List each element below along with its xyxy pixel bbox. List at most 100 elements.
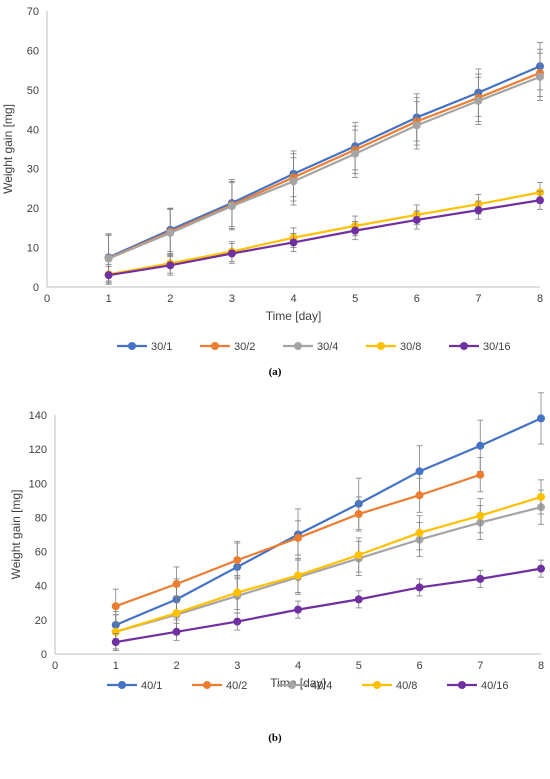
legend-label: 40/2 (226, 680, 247, 692)
data-point (289, 177, 298, 186)
series-line (108, 191, 541, 276)
x-tick-label: 2 (173, 660, 179, 672)
legend-marker (294, 342, 302, 350)
x-tick-label: 8 (537, 293, 543, 305)
data-point (111, 602, 120, 611)
legend-label: 40/8 (396, 680, 417, 692)
y-tick-label: 0 (33, 282, 39, 294)
legend: 40/1 40/2 40/4 40/8 40/16 (107, 680, 509, 692)
data-point (412, 121, 421, 130)
data-point (166, 261, 175, 270)
legend-label: 40/4 (311, 680, 332, 692)
series-line (108, 75, 541, 260)
data-point (233, 617, 242, 626)
x-tick-label: 0 (52, 660, 58, 672)
series-40/16 (111, 559, 545, 651)
series-30/4 (104, 52, 544, 283)
data-point (172, 580, 181, 589)
legend-marker (211, 342, 219, 350)
data-point (111, 638, 120, 647)
data-point (351, 149, 360, 158)
data-point (104, 271, 113, 280)
legend-label: 30/16 (483, 341, 511, 353)
y-tick-label: 80 (35, 512, 47, 524)
data-point (415, 491, 424, 500)
legend-marker (118, 681, 126, 689)
data-point (537, 414, 545, 423)
y-tick-label: 60 (27, 45, 39, 57)
data-point (354, 595, 363, 604)
x-axis-title: Time [day] (270, 676, 326, 690)
data-point (415, 528, 424, 537)
y-tick-label: 30 (27, 164, 39, 176)
series-line (115, 506, 542, 633)
x-tick-label: 7 (475, 293, 481, 305)
legend-marker (203, 681, 211, 689)
legend: 30/1 30/2 30/4 30/8 30/16 (117, 341, 511, 353)
series-line (108, 199, 541, 277)
x-tick-label: 8 (538, 660, 544, 672)
x-tick-label: 3 (234, 660, 240, 672)
legend-label: 30/4 (317, 341, 338, 353)
data-point (172, 627, 181, 636)
x-tick-label: 4 (295, 660, 301, 672)
y-tick-label: 120 (29, 444, 47, 456)
legend-label: 30/2 (234, 341, 255, 353)
data-point (536, 72, 544, 81)
x-tick-label: 6 (416, 660, 422, 672)
data-point (294, 533, 302, 542)
chart-panel-a: 0 1 2 3 4 5 6 7 8 0 10 20 30 40 50 60 70 Time [day] Weight… (0, 0, 550, 389)
series-40/8 (111, 479, 545, 650)
x-tick-label: 4 (290, 293, 296, 305)
legend-marker (373, 681, 381, 689)
series-line (108, 65, 541, 259)
data-point (537, 564, 545, 573)
x-tick-label: 3 (229, 293, 235, 305)
y-tick-label: 140 (29, 410, 47, 422)
legend-marker (288, 681, 296, 689)
y-tick-label: 40 (27, 124, 39, 136)
x-tick-label: 0 (44, 293, 50, 305)
legend-label: 30/1 (151, 341, 172, 353)
series-line (115, 567, 542, 644)
legend-marker (460, 342, 468, 350)
y-tick-label: 70 (27, 6, 39, 18)
data-point (294, 605, 302, 614)
legend-label: 30/8 (400, 341, 421, 353)
chart-panel-b: 0 1 2 3 4 5 6 7 8 0 20 40 60 80 100 120 140 Time [day] Wei… (0, 389, 550, 779)
data-point (289, 238, 298, 247)
y-tick-label: 20 (27, 203, 39, 215)
chart-a-svg: 0 1 2 3 4 5 6 7 8 0 10 20 30 40 50 60 70 Time [day] Weight… (1, 6, 544, 378)
legend-label: 40/16 (481, 680, 509, 692)
y-tick-label: 100 (29, 478, 47, 490)
y-tick-label: 0 (41, 649, 47, 661)
data-point (227, 202, 236, 211)
data-point (536, 196, 544, 205)
data-point (294, 571, 302, 580)
series-line (115, 495, 542, 633)
data-point (104, 254, 113, 263)
y-tick-label: 20 (35, 615, 47, 627)
data-point (172, 609, 181, 618)
y-axis-title: Weight gain [mg] (9, 490, 23, 580)
x-axis-title: Time [day] (266, 309, 322, 323)
y-axis-title: Weight gain [mg] (1, 104, 15, 194)
x-tick-label: 6 (414, 293, 420, 305)
x-tick-label: 2 (167, 293, 173, 305)
data-point (351, 226, 360, 235)
data-point (354, 550, 363, 559)
legend-marker (128, 342, 136, 350)
x-tick-label: 5 (356, 660, 362, 672)
panel-caption: (b) (268, 732, 282, 744)
series-40/2 (111, 457, 485, 624)
legend-marker (377, 342, 385, 350)
legend-label: 40/1 (141, 680, 162, 692)
data-point (415, 583, 424, 592)
data-point (476, 470, 485, 479)
legend-marker (458, 681, 466, 689)
x-tick-label: 1 (106, 293, 112, 305)
data-point (354, 510, 363, 519)
data-point (412, 215, 421, 224)
y-tick-label: 60 (35, 547, 47, 559)
